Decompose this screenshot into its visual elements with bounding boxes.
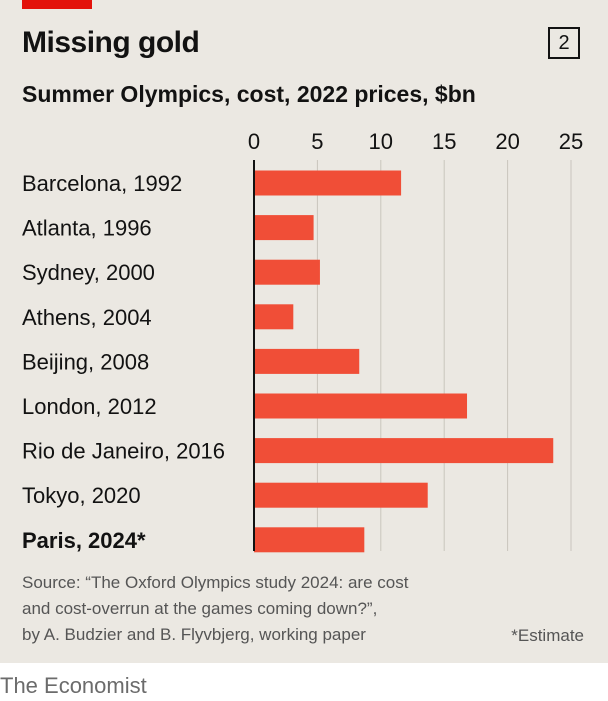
category-label: Barcelona, 1992 [22,171,182,196]
source-note: Source: “The Oxford Olympics study 2024:… [22,570,472,648]
x-tick-label: 25 [559,129,583,154]
x-tick-label: 20 [495,129,519,154]
bar [254,215,314,241]
source-line: and cost-overrun at the games coming dow… [22,599,378,618]
category-label: Sydney, 2000 [22,260,155,285]
red-tag [22,0,92,9]
bars [254,170,554,553]
bar [254,527,365,553]
chart-title: Missing gold [22,26,200,59]
category-label: Rio de Janeiro, 2016 [22,439,225,464]
estimate-note: *Estimate [511,626,584,645]
x-tick-label: 15 [432,129,456,154]
bar [254,393,468,419]
category-label: Athens, 2004 [22,305,152,330]
bar [254,304,294,330]
category-label: Beijing, 2008 [22,349,149,374]
brand-label: The Economist [0,673,147,698]
bar [254,438,554,464]
category-label: Tokyo, 2020 [22,483,141,508]
source-line: Source: “The Oxford Olympics study 2024:… [22,573,409,592]
x-tick-label: 0 [248,129,260,154]
x-tick-label: 5 [311,129,323,154]
category-labels: Barcelona, 1992 Atlanta, 1996 Sydney, 2000… [22,171,225,553]
bar [254,259,320,285]
chart-card: Missing gold 2 Summer Olympics, cost, 20… [0,0,608,663]
bar [254,482,428,508]
bar [254,348,360,374]
x-tick-label: 10 [369,129,393,154]
x-axis-ticks: 0 5 10 15 20 25 [248,129,583,154]
chart-subtitle: Summer Olympics, cost, 2022 prices, $bn [22,81,476,107]
category-label: Paris, 2024* [22,528,146,553]
chart-number-badge: 2 [548,27,580,59]
source-line: by A. Budzier and B. Flyvbjerg, working … [22,625,366,644]
bar-chart: 0 5 10 15 20 25 Barcelona, 1992 Atlanta, 1996 S… [22,129,583,553]
category-label: Atlanta, 1996 [22,216,152,241]
bar [254,170,402,196]
category-label: London, 2012 [22,394,157,419]
